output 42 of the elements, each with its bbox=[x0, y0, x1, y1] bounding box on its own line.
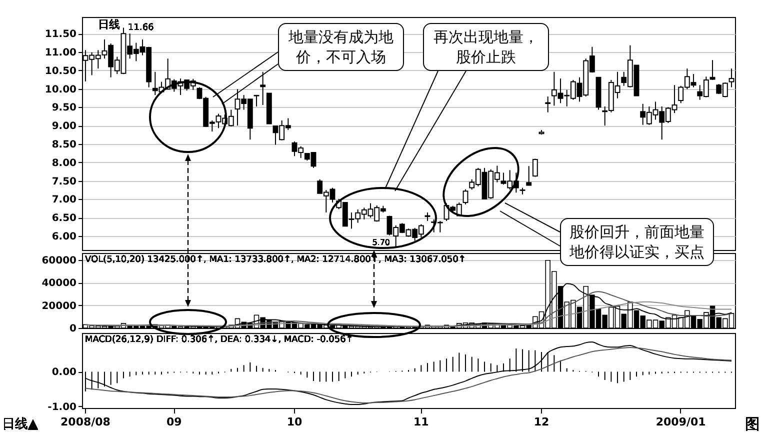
candlestick bbox=[437, 220, 443, 233]
y-tick-label: 60000 bbox=[42, 255, 77, 266]
y-tick-label: 8.50 bbox=[52, 139, 77, 150]
x-tick-label: 10 bbox=[286, 416, 302, 428]
x-tick-label: 09 bbox=[166, 416, 182, 428]
y-tick-label: 6.50 bbox=[52, 213, 77, 224]
annotation: 股价回升，前面地量地价得以证实，买点 bbox=[560, 218, 714, 266]
candlestick bbox=[532, 158, 538, 178]
y-tick-label: 0 bbox=[70, 324, 77, 334]
y-tick-label: 40000 bbox=[42, 278, 77, 290]
y-tick-label: 9.00 bbox=[52, 121, 77, 132]
candlestick bbox=[526, 166, 532, 186]
annotation: 地量没有成为地价，不可入场 bbox=[278, 23, 404, 71]
x-tick-label: 2008/08 bbox=[60, 416, 110, 428]
y-tick-label: 8.00 bbox=[52, 158, 77, 169]
y-tick-label: 6.00 bbox=[52, 232, 77, 243]
annotation: MACD(26,12,9) DIFF: 0.306↑, DEA: 0.334↓, MACD: -0.056↑ bbox=[85, 335, 354, 345]
annotation: VOL(5,10,20) 13425.000↑, MA1: 13733.800↑, MA2: 12714.800↑, MA3: 13067.050↑ bbox=[85, 255, 466, 265]
annotation: 再次出现地量，股价止跌 bbox=[423, 23, 549, 71]
y-tick-label: 0.00 bbox=[52, 367, 77, 378]
y-tick-label: -1.00 bbox=[48, 402, 77, 413]
y-tick-label: 7.00 bbox=[52, 194, 77, 206]
text: 图 bbox=[745, 415, 760, 433]
y-tick-label: 20000 bbox=[42, 300, 77, 312]
y-tick-label: 10.00 bbox=[44, 84, 77, 96]
line-series bbox=[84, 301, 732, 327]
annotation: 11.66 bbox=[128, 23, 154, 33]
candlestick bbox=[254, 94, 260, 107]
y-tick-label: 7.50 bbox=[52, 176, 77, 188]
y-tick-label: 9.50 bbox=[52, 102, 77, 114]
x-tick-label: 11 bbox=[414, 416, 429, 428]
candlestick bbox=[545, 96, 551, 113]
x-tick-label: 2009/01 bbox=[656, 416, 706, 428]
x-tick-label: 12 bbox=[534, 416, 550, 428]
y-tick-label: 11.00 bbox=[44, 47, 77, 58]
y-tick-label: 10.50 bbox=[44, 66, 77, 77]
y-tick-label: 11.50 bbox=[44, 29, 77, 40]
text: 日线▲ bbox=[2, 417, 38, 432]
candlestick bbox=[462, 188, 468, 205]
chart-title: 日线 bbox=[98, 18, 120, 31]
annotation: 5.70 bbox=[372, 238, 390, 247]
candlestick bbox=[260, 71, 266, 106]
